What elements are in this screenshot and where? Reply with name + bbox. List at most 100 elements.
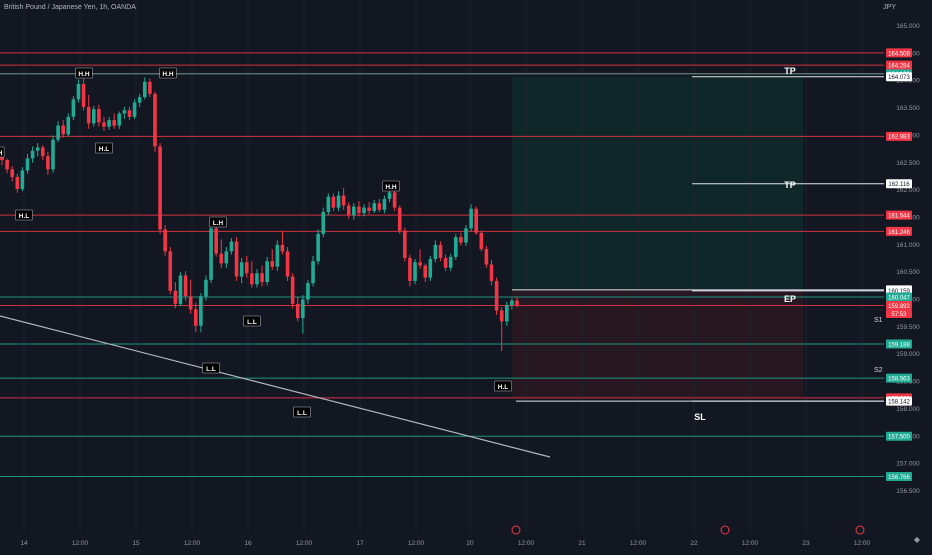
candle-body	[142, 81, 147, 98]
candle-body	[5, 160, 9, 170]
candle-body	[76, 83, 81, 100]
structure-label-box	[202, 362, 220, 374]
candle-body	[331, 196, 336, 208]
structure-label: H.H	[78, 71, 90, 78]
price-tick-label: 162.000	[896, 187, 920, 194]
candle-body	[306, 283, 310, 300]
candle-body	[15, 176, 20, 190]
candle-body	[382, 198, 387, 210]
candle-body	[403, 230, 407, 258]
candle-body	[418, 262, 422, 266]
price-badge	[886, 60, 912, 70]
candle-body	[214, 228, 218, 254]
candle-body	[137, 97, 142, 103]
candle-body	[489, 264, 494, 281]
candle-body	[35, 147, 40, 151]
candle-body	[132, 102, 137, 117]
time-tick-label: 12:00	[630, 540, 647, 547]
structure-label: H.H	[162, 71, 174, 78]
candle-body	[341, 195, 346, 206]
candle-body	[255, 273, 259, 285]
candle-body	[326, 196, 331, 212]
candle-body	[510, 300, 514, 305]
price-badge-label: 156.766	[888, 475, 910, 481]
price-badge-label: 161.544	[888, 213, 910, 219]
candle-body	[239, 262, 244, 277]
candle-body	[505, 305, 509, 322]
time-tick-label: 12:00	[184, 540, 201, 547]
candle-body	[362, 207, 366, 214]
event-icon[interactable]	[720, 525, 730, 535]
candle-body	[428, 259, 433, 278]
countdown-badge	[886, 309, 912, 318]
candle-body	[397, 207, 402, 231]
candle-body	[464, 228, 468, 243]
structure-label-box	[494, 380, 512, 392]
candle-body	[474, 208, 479, 233]
structure-label: H.H	[385, 184, 397, 191]
candle-body	[352, 206, 356, 216]
price-badge-label: 157.500	[888, 435, 910, 441]
candle-body	[30, 150, 35, 159]
event-icon[interactable]	[855, 525, 865, 535]
structure-label: L.L	[297, 410, 307, 417]
chart-title: British Pound / Japanese Yen, 1h, OANDA	[4, 4, 136, 11]
structure-label-box	[243, 315, 261, 327]
countdown-label: 57:53	[891, 312, 907, 318]
candle-body	[234, 241, 239, 277]
time-tick-label: 14	[20, 540, 28, 547]
candle-body	[46, 156, 50, 170]
price-badge-label: 159.892	[888, 304, 910, 310]
time-tick-label: 12:00	[296, 540, 313, 547]
price-tick-label: 159.500	[896, 324, 920, 331]
time-tick-label: 12:00	[408, 540, 425, 547]
candle-body	[433, 244, 438, 260]
price-tick-label: 163.500	[896, 105, 920, 112]
candle-body	[127, 110, 132, 117]
price-badge	[886, 431, 912, 441]
candle-body	[295, 303, 300, 319]
price-badge-label: 160.159	[888, 289, 910, 295]
candle-body	[515, 300, 519, 306]
tradingview-logo-icon[interactable]: ◆	[913, 535, 920, 544]
candle-body	[86, 106, 91, 124]
structure-label: L.L	[206, 366, 216, 373]
event-icon[interactable]	[511, 525, 521, 535]
candle-body	[479, 232, 484, 250]
time-tick-label: 20	[466, 540, 474, 547]
price-badge	[886, 131, 912, 141]
price-tick-label: 159.000	[896, 351, 920, 358]
candle-body	[122, 110, 127, 114]
time-tick-label: 21	[578, 540, 586, 547]
candle-body	[484, 249, 489, 265]
candle-body	[10, 169, 14, 177]
candle-body	[469, 208, 473, 229]
candle-body	[219, 253, 224, 264]
candle-body	[188, 296, 193, 310]
candle-body	[499, 310, 504, 322]
candle-body	[204, 279, 208, 297]
candle-body	[290, 276, 295, 304]
candle-body	[311, 261, 315, 284]
price-tick-label: 161.000	[896, 242, 920, 249]
candle-body	[91, 109, 96, 124]
candle-body	[229, 241, 234, 252]
time-tick-label: 23	[802, 540, 810, 547]
price-badge	[886, 471, 912, 481]
candle-body	[494, 280, 499, 311]
price-badge-label: 164.508	[888, 51, 910, 57]
candle-body	[336, 195, 341, 208]
price-tick-label: 157.000	[896, 461, 920, 468]
price-badge	[886, 179, 912, 189]
time-tick-label: 16	[244, 540, 252, 547]
price-badge-label: 161.246	[888, 230, 910, 236]
price-tick-label: 156.500	[896, 488, 920, 495]
structure-label: L.L	[247, 319, 257, 326]
candle-body	[20, 170, 25, 190]
candle-body	[321, 212, 326, 234]
time-tick-label: 12:00	[742, 540, 759, 547]
price-tick-label: 160.500	[896, 269, 920, 276]
price-badge	[886, 292, 912, 302]
